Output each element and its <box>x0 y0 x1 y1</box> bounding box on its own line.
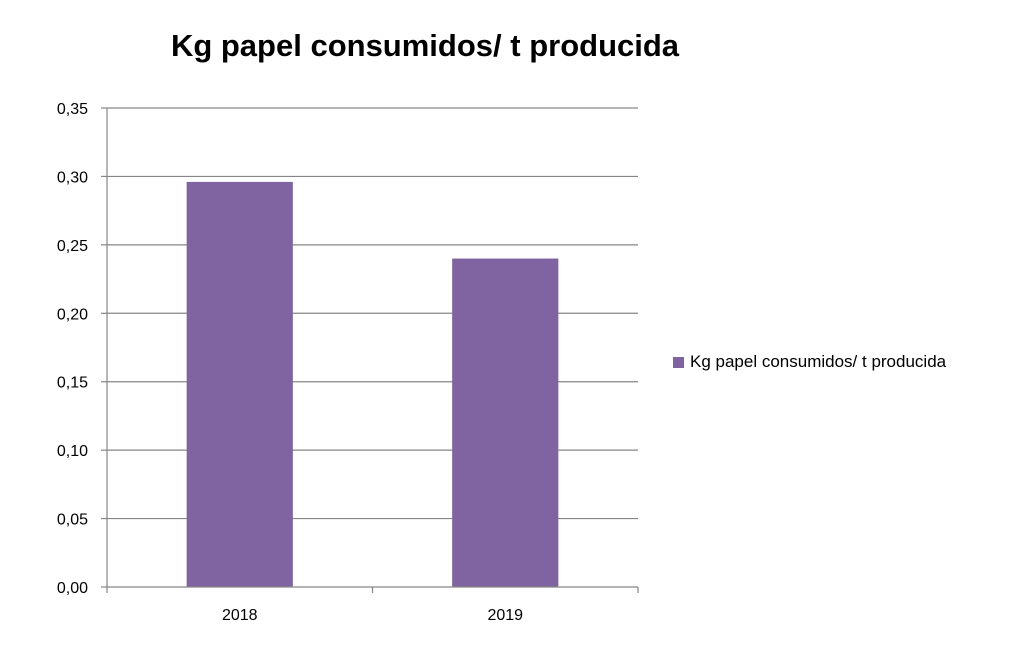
y-tick-label: 0,05 <box>57 512 88 529</box>
y-tick-label: 0,00 <box>57 580 88 597</box>
tick-labels: 0,00 0,05 0,10 0,15 0,20 0,25 0,30 0,35 2018 2019 <box>57 101 523 624</box>
legend-swatch <box>673 356 684 368</box>
x-tick-label: 2018 <box>222 607 258 624</box>
chart-title: Kg papel consumidos/ t producida <box>170 28 680 63</box>
x-tick-label: 2019 <box>487 607 523 624</box>
legend-label: Kg papel consumidos/ t producida <box>690 352 947 371</box>
bar-2019 <box>452 258 559 587</box>
y-tick-label: 0,10 <box>57 443 88 460</box>
legend: Kg papel consumidos/ t producida <box>673 352 946 372</box>
y-tick-label: 0,20 <box>57 306 88 323</box>
bars <box>186 181 559 587</box>
bar-2018 <box>186 181 293 587</box>
y-tick-label: 0,25 <box>57 238 88 255</box>
axes <box>101 107 639 593</box>
y-tick-label: 0,30 <box>57 169 88 186</box>
y-tick-label: 0,35 <box>57 101 88 118</box>
y-tick-label: 0,15 <box>57 375 88 392</box>
